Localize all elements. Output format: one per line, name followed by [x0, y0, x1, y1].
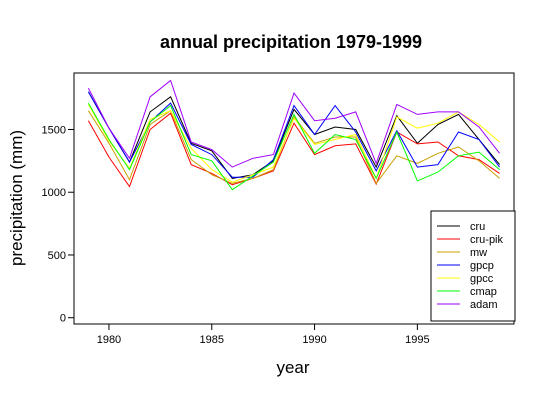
- y-axis-title: precipitation (mm): [7, 130, 26, 266]
- series-line-cmap: [87, 102, 500, 191]
- series-line-mw: [87, 109, 500, 185]
- series-lines: [87, 79, 501, 191]
- y-axis: 0 500 1000 1500: [42, 124, 74, 325]
- chart-title: annual precipitation 1979-1999: [160, 32, 422, 52]
- series-line-cru: [87, 91, 500, 179]
- x-tick-label: 1995: [405, 334, 429, 346]
- x-axis: 1980 1985 1990 1995: [97, 324, 430, 346]
- legend-label-cru-pik: cru-pik: [470, 234, 504, 246]
- y-tick-label: 0: [60, 313, 66, 325]
- y-tick-label: 1000: [42, 187, 66, 199]
- series-line-gpcc: [87, 104, 500, 183]
- x-tick-label: 1985: [200, 334, 224, 346]
- legend-label-gpcc: gpcc: [470, 273, 494, 285]
- legend-label-cmap: cmap: [470, 286, 497, 298]
- y-tick-label: 500: [48, 250, 66, 262]
- series-line-adam: [87, 79, 500, 168]
- y-tick-label: 1500: [42, 124, 66, 136]
- legend-box: [430, 210, 516, 322]
- x-tick-label: 1990: [302, 334, 326, 346]
- plot-frame: [73, 72, 515, 325]
- series-line-gpcp: [87, 91, 501, 178]
- x-axis-title: year: [276, 358, 309, 377]
- legend-label-adam: adam: [470, 299, 498, 311]
- legend-label-mw: mw: [470, 247, 487, 259]
- x-tick-label: 1980: [97, 334, 121, 346]
- series-line-cru-pik: [87, 112, 500, 188]
- legend-label-cru: cru: [470, 221, 485, 233]
- legend-label-gpcp: gpcp: [470, 260, 494, 272]
